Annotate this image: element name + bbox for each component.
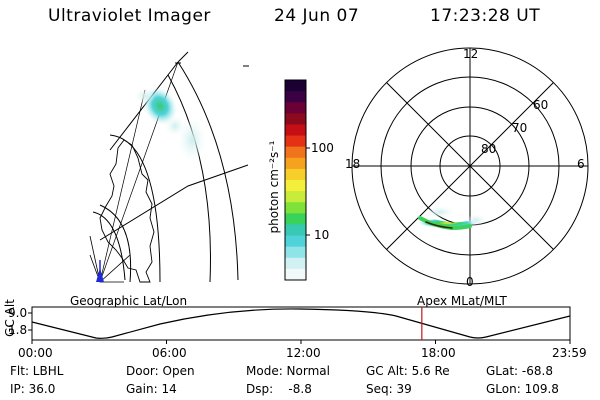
filter-info: Flt: LBHL bbox=[10, 364, 64, 378]
gc-alt-info: GC Alt: 5.6 Re bbox=[366, 364, 450, 378]
colorbar-band bbox=[285, 257, 306, 270]
dsp-info: Dsp: -8.8 bbox=[246, 382, 312, 396]
time-tick-0600: 06:00 bbox=[152, 346, 187, 360]
colorbar-band bbox=[285, 168, 306, 181]
observation-date: 24 Jun 07 bbox=[274, 6, 360, 26]
colorbar-tick-10: 10 bbox=[314, 228, 330, 242]
mlat-label-60: 60 bbox=[533, 98, 549, 112]
colorbar-band bbox=[285, 213, 306, 225]
colorbar-band bbox=[285, 246, 306, 259]
colorbar bbox=[284, 79, 310, 281]
altitude-ytick-bottom: 1.8 bbox=[8, 323, 28, 337]
mode-info: Mode: Normal bbox=[246, 364, 330, 378]
colorbar-band bbox=[285, 135, 306, 148]
mlt-label-6: 6 bbox=[577, 157, 585, 171]
colorbar-band bbox=[285, 191, 306, 203]
door-info: Door: Open bbox=[126, 364, 195, 378]
colorbar-band bbox=[285, 124, 306, 137]
mlt-label-0: 0 bbox=[466, 275, 474, 289]
mlt-label-12: 12 bbox=[463, 47, 479, 61]
colorbar-band bbox=[285, 235, 306, 248]
colorbar-band bbox=[285, 91, 306, 103]
gain-info: Gain: 14 bbox=[126, 382, 177, 396]
colorbar-tick-100: 100 bbox=[311, 141, 334, 155]
time-tick-2359: 23:59 bbox=[552, 346, 587, 360]
altitude-ytick-top: 9.0 bbox=[8, 306, 28, 320]
colorbar-band bbox=[285, 80, 306, 92]
colorbar-band bbox=[285, 202, 306, 214]
sequence-info: Seq: 39 bbox=[366, 382, 412, 396]
colorbar-band bbox=[285, 146, 306, 159]
coastline bbox=[99, 139, 155, 283]
time-tick-1800: 18:00 bbox=[421, 346, 456, 360]
instrument-title: Ultraviolet Imager bbox=[48, 6, 211, 26]
colorbar-band bbox=[285, 224, 306, 237]
colorbar-band bbox=[285, 268, 306, 281]
mlat-label-80: 80 bbox=[481, 142, 497, 156]
observation-time: 17:23:28 UT bbox=[430, 6, 541, 26]
colorbar-band bbox=[285, 157, 306, 170]
glat-info: GLat: -68.8 bbox=[486, 364, 553, 378]
glon-info: GLon: 109.8 bbox=[486, 382, 559, 396]
geo-panel-label: Geographic Lat/Lon bbox=[70, 294, 188, 308]
mlt-label-18: 18 bbox=[345, 157, 361, 171]
time-tick-0000: 00:00 bbox=[18, 346, 53, 360]
colorbar-band bbox=[285, 180, 306, 192]
colorbar-band bbox=[285, 113, 306, 125]
colorbar-band bbox=[285, 102, 306, 114]
altitude-curve bbox=[31, 308, 571, 339]
ip-info: IP: 36.0 bbox=[10, 382, 56, 396]
altitude-plot-frame bbox=[31, 306, 571, 341]
time-tick-1200: 12:00 bbox=[286, 346, 321, 360]
mlat-label-70: 70 bbox=[512, 121, 528, 135]
polar-panel-label: Apex MLat/MLT bbox=[417, 294, 507, 308]
